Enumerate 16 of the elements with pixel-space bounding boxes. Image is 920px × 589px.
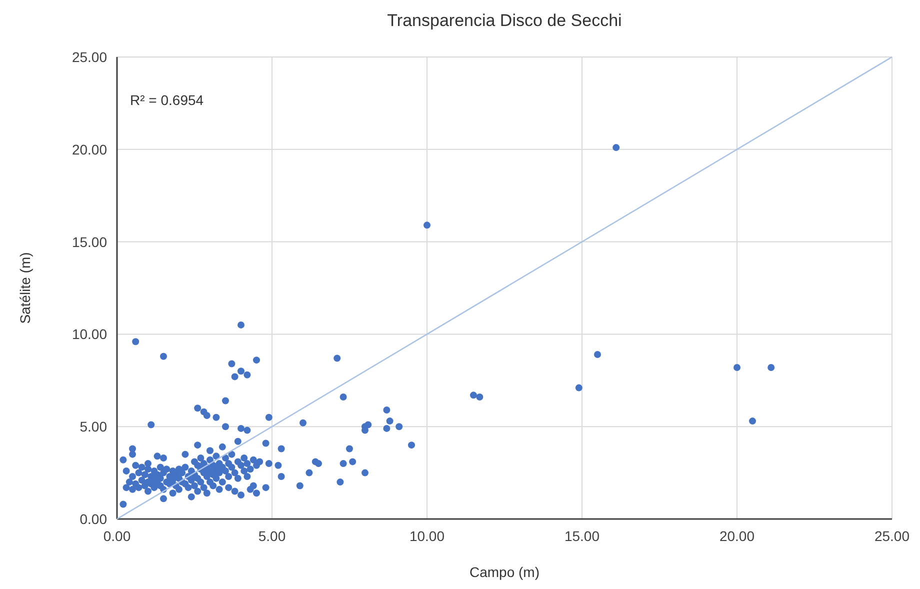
x-tick-label: 20.00 (719, 528, 755, 544)
x-tick-label: 5.00 (258, 528, 286, 544)
x-axis-title: Campo (m) (469, 564, 540, 580)
annotation: R² = 0.6954 (130, 92, 204, 108)
y-tick-label: 10.00 (72, 326, 108, 342)
chart-title: Transparencia Disco de Secchi (387, 11, 622, 30)
y-tick-label: 15.00 (72, 234, 108, 250)
x-tick-label: 10.00 (409, 528, 445, 544)
y-tick-label: 25.00 (72, 49, 108, 65)
y-tick-label: 5.00 (80, 418, 108, 435)
y-tick-label: 0.00 (80, 511, 108, 527)
x-tick-label: 0.00 (103, 528, 131, 544)
y-tick-label: 20.00 (72, 141, 108, 158)
y-axis-title: Satélite (m) (17, 252, 33, 324)
x-tick-label: 25.00 (874, 528, 910, 544)
x-tick-label: 15.00 (564, 528, 600, 544)
